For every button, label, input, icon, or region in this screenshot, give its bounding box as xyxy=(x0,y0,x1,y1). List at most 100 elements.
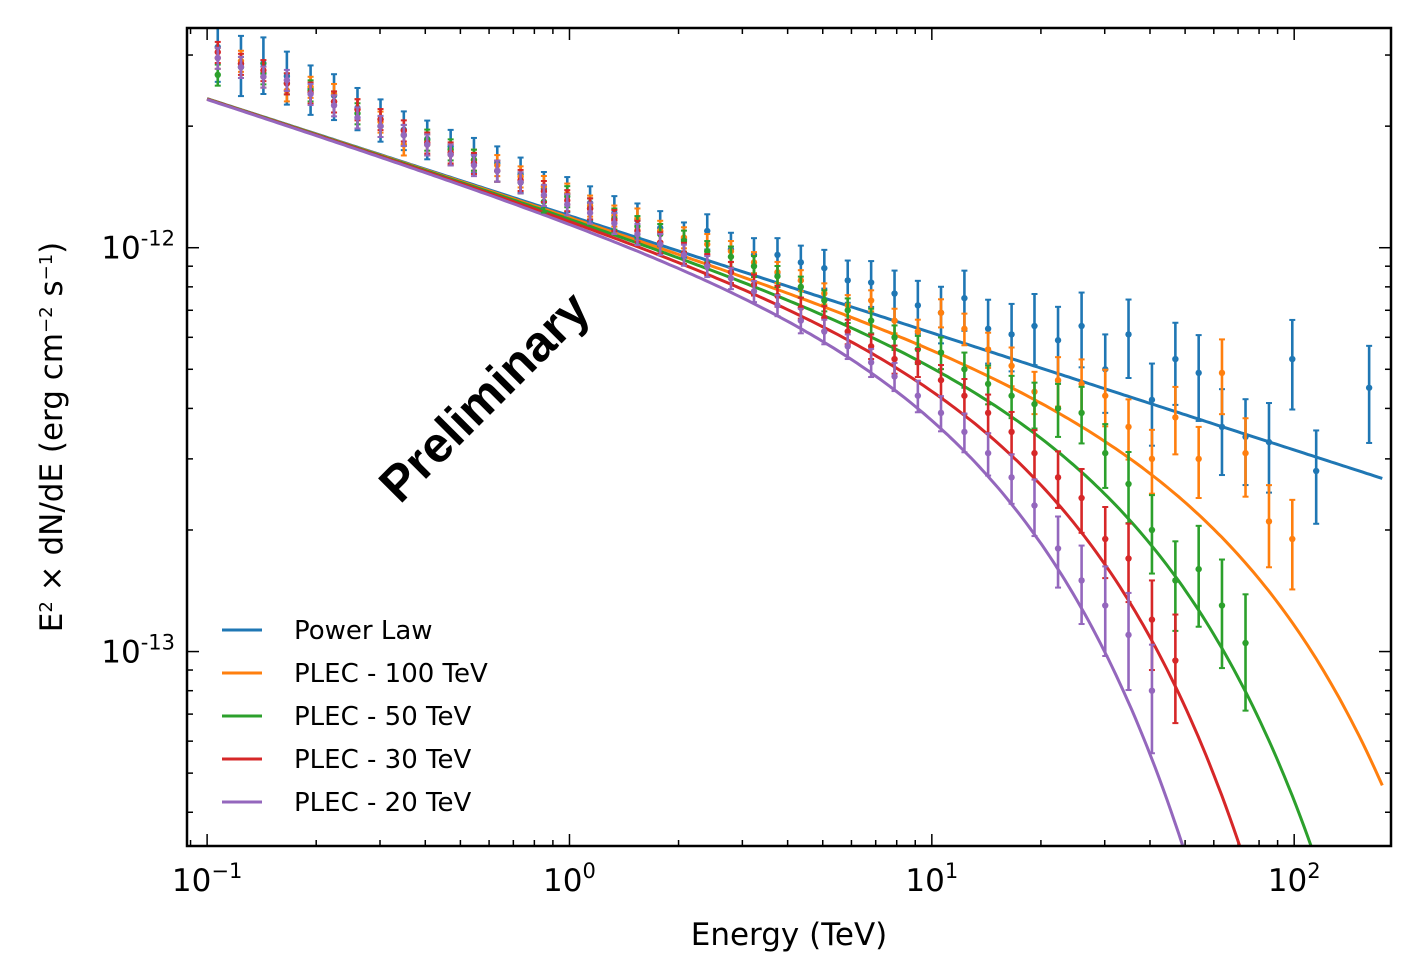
plec-30-tev-marker xyxy=(891,355,898,363)
plec-20-tev-point xyxy=(424,133,431,157)
plec-20-tev-point xyxy=(237,55,245,79)
plec-20-tev-marker xyxy=(1008,474,1015,481)
plec-20-tev-marker xyxy=(1078,577,1085,584)
plec-20-tev-point xyxy=(821,318,828,346)
y-tick-label-base: 10 xyxy=(101,635,140,671)
plec-30-tev-point xyxy=(1054,450,1062,509)
plec-100-tev-point xyxy=(1265,484,1273,569)
plec-20-tev-marker xyxy=(517,179,524,186)
x-tick-label-base: 10 xyxy=(172,863,211,899)
legend-label-plec-50-tev: PLEC - 50 TeV xyxy=(294,702,471,732)
plec-20-tev-point xyxy=(540,183,548,207)
power-law-marker xyxy=(1078,322,1085,330)
x-axis-label: Energy (TeV) xyxy=(691,917,888,953)
plec-20-tev-point xyxy=(1078,544,1085,626)
plec-20-tev-marker xyxy=(1054,545,1062,552)
power-law-point xyxy=(1289,318,1296,411)
plec-20-tev-marker xyxy=(354,114,361,121)
plec-30-tev-marker xyxy=(914,359,922,366)
power-law-marker xyxy=(821,264,828,272)
plec-20-tev-marker xyxy=(867,359,875,366)
plec-20-tev-marker xyxy=(377,122,384,130)
plec-50-tev-marker xyxy=(891,334,898,341)
plec-20-tev-marker xyxy=(564,201,571,208)
plec-20-tev-curve xyxy=(206,98,1185,846)
plec-100-tev-marker xyxy=(891,317,898,324)
plec-20-tev-marker xyxy=(237,63,245,71)
plec-100-tev-marker xyxy=(914,328,922,335)
power-law-marker xyxy=(1365,384,1373,391)
power-law-marker xyxy=(704,227,711,235)
x-tick-label: 10−1 xyxy=(172,859,242,899)
plec-20-tev-marker xyxy=(1031,502,1038,509)
power-law-point xyxy=(1031,293,1038,367)
plec-20-tev-marker xyxy=(797,317,805,324)
plec-20-tev-marker xyxy=(307,90,314,98)
power-law-marker xyxy=(1172,355,1179,363)
plec-100-tev-point xyxy=(1195,425,1202,500)
plec-20-tev-marker xyxy=(937,409,945,417)
plec-50-tev-point xyxy=(1218,558,1226,670)
power-law-point xyxy=(1125,298,1132,379)
plec-20-tev-point xyxy=(377,114,384,139)
plec-30-tev-point xyxy=(1125,522,1132,604)
power-law-point xyxy=(1265,402,1273,494)
plec-100-tev-marker xyxy=(1289,535,1296,543)
plec-50-tev-point xyxy=(1102,423,1109,489)
x-tick-label-base: 10 xyxy=(543,863,582,899)
plec-30-tev-marker xyxy=(1054,474,1062,481)
plec-50-tev-point xyxy=(774,265,781,289)
power-law-marker xyxy=(914,302,922,309)
plec-20-tev-point xyxy=(1054,515,1062,589)
plec-100-tev-marker xyxy=(1054,376,1062,384)
plec-20-tev-point xyxy=(844,333,851,361)
plec-50-tev-marker xyxy=(774,273,781,280)
plec-20-tev-marker xyxy=(260,73,267,80)
plec-50-tev-marker xyxy=(821,297,828,304)
x-tick-label-exponent: −1 xyxy=(211,859,242,883)
y-axis-label-exp1: 2 xyxy=(36,601,57,612)
plec-20-tev-point xyxy=(330,94,338,118)
plec-20-tev-marker xyxy=(400,131,408,139)
y-tick-label: 10-13 xyxy=(101,631,175,671)
plec-100-tev-point xyxy=(1125,398,1132,461)
plec-50-tev-marker xyxy=(704,248,711,255)
plec-20-tev-marker xyxy=(611,220,618,227)
power-law-marker xyxy=(1195,369,1202,377)
plec-20-tev-point xyxy=(1125,591,1132,692)
power-law-marker xyxy=(1031,322,1038,330)
plec-20-tev-point xyxy=(517,171,524,195)
power-law-marker xyxy=(961,294,968,302)
plec-20-tev-marker xyxy=(586,209,594,217)
plec-50-tev-marker xyxy=(1195,565,1202,573)
plec-30-tev-marker xyxy=(1078,494,1085,502)
plec-100-tev-point xyxy=(961,312,968,347)
legend-label-plec-100-tev: PLEC - 100 TeV xyxy=(294,659,488,689)
plec-20-tev-point xyxy=(470,154,478,178)
x-tick-label-exponent: 0 xyxy=(583,859,596,883)
plec-50-tev-marker xyxy=(1125,480,1132,488)
plec-20-tev-marker xyxy=(750,288,758,295)
plec-100-tev-marker xyxy=(1102,392,1109,399)
plec-30-tev-marker xyxy=(961,392,968,399)
plec-100-tev-marker xyxy=(1078,380,1085,388)
plec-50-tev-marker xyxy=(1148,526,1156,534)
plec-30-tev-marker xyxy=(1148,616,1156,623)
y-axis-label-suffix: ) xyxy=(34,242,70,254)
power-law-marker xyxy=(1312,467,1320,475)
x-tick-label-base: 10 xyxy=(1268,863,1307,899)
plec-20-tev-point xyxy=(891,361,898,393)
plec-20-tev-point xyxy=(797,307,805,335)
power-law-marker xyxy=(797,259,805,266)
plec-20-tev-point xyxy=(1008,453,1015,505)
plec-100-tev-point xyxy=(1172,385,1179,456)
plec-100-tev-marker xyxy=(1218,369,1226,377)
plec-20-tev-point xyxy=(914,379,922,414)
plec-50-tev-point xyxy=(1054,382,1062,438)
plec-20-tev-point xyxy=(937,395,945,433)
plec-50-tev-marker xyxy=(1008,392,1015,399)
plec-20-tev-point xyxy=(984,432,992,477)
plec-20-tev-point xyxy=(400,123,408,147)
power-law-marker xyxy=(1289,355,1296,363)
plec-20-tev-point xyxy=(657,233,664,257)
